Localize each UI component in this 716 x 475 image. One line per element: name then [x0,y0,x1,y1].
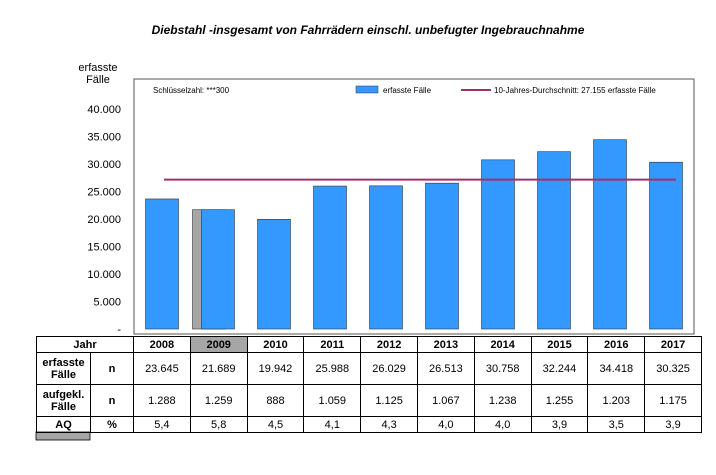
table-cell: 1.259 [189,384,248,417]
chart-title: Diebstahl -insgesamt von Fahrrädern eins… [152,23,585,37]
table-unit: n [90,384,134,417]
y-tick-label: 20.000 [87,214,121,226]
table-year-2010: 2010 [246,336,305,353]
table-cell: 30.758 [473,352,532,385]
table-cell: 26.029 [360,352,418,385]
table-cell: 30.325 [644,352,702,385]
table-row: erfasste Fälle n 23.645 21.689 19.942 25.988 26… [36,352,702,385]
y-tick-label: 30.000 [87,159,121,171]
table-cell: 1.059 [303,384,362,417]
table-cell: 1.067 [416,384,475,417]
table-row-label-line: Fälle [50,368,77,381]
bar-2013 [425,182,459,330]
table-cell: 4,0 [473,416,532,433]
table-cell: 19.942 [246,352,305,385]
table-cell: 34.418 [587,352,646,385]
table-row-label-line: Fälle [50,400,77,413]
y-tick-label: - [117,324,121,336]
bar-2014 [481,159,515,330]
bar-2009 [201,209,235,330]
table-header-label: Jahr [36,336,134,353]
table-row: aufgekl. Fälle n 1.288 1.259 888 1.059 1.125 1.0… [36,384,702,417]
table-year-2015: 2015 [530,336,589,353]
table-cell: 4,3 [360,416,418,433]
table-year-2012: 2012 [360,336,418,353]
table-unit: n [90,352,134,385]
table-cell: 4,1 [303,416,362,433]
table-year-2013: 2013 [416,336,475,353]
table-row-label: erfasste Fälle [36,352,91,385]
table-cell: 1.175 [644,384,702,417]
y-axis: - 5.000 10.000 15.000 20.000 25.000 30.000 35.0… [87,104,121,336]
table-cell: 21.689 [189,352,248,385]
y-tick-label: 15.000 [87,242,121,254]
key-note: Schlüsselzahl: ***300 [153,86,230,95]
table-year-2014: 2014 [473,336,532,353]
table-cell: 1.288 [133,384,191,417]
table-cell: 3,9 [530,416,589,433]
legend-bar-label: erfasste Fälle [383,86,432,95]
table-unit: % [90,416,134,433]
table-row-label-line: aufgekl. [42,388,85,401]
table-cell: 1.238 [473,384,532,417]
table-cell: 4,5 [246,416,305,433]
table-year-2011: 2011 [303,336,362,353]
bar-2010 [257,219,291,330]
table-cell: 1.125 [360,384,418,417]
y-tick-label: 35.000 [87,132,121,144]
legend-line-label: 10-Jahres-Durchschnitt: 27.155 erfasste … [494,86,656,95]
table-row-label-line: AQ [55,418,72,431]
table-cell: 888 [246,384,305,417]
table-row: AQ% 5,4 5,8 4,5 4,1 4,3 4,0 4,0 3,9 3,5 3,9 [36,416,702,433]
table-cell: 32.244 [530,352,589,385]
table-cell: 1.203 [587,384,646,417]
y-axis-label-line-1: erfasste [78,62,117,74]
table-cell: 3,5 [587,416,646,433]
bar-2017 [649,161,683,330]
table-cell: 5,4 [133,416,191,433]
legend-bar-swatch [355,85,379,94]
data-table: Jahr 2008 2009 2010 2011 2012 2013 2014 2015 201… [36,336,702,433]
y-tick-label: 25.000 [87,187,121,199]
table-cell: 26.513 [416,352,475,385]
table-header-row: Jahr 2008 2009 2010 2011 2012 2013 2014 2015 201… [36,336,702,353]
bar-2008 [145,198,179,330]
table-row-label: aufgekl. Fälle [36,384,91,417]
table-year-2016: 2016 [587,336,646,353]
table-row-label-line: erfasste [42,356,85,369]
table-cell: 3,9 [644,416,702,433]
table-year-2009: 2009 [189,336,248,353]
bar-2011 [313,185,347,330]
bar-2012 [369,185,403,330]
bars [145,139,683,330]
bar-2015 [537,151,571,330]
bar-2016 [593,139,627,330]
table-year-2017: 2017 [644,336,702,353]
y-tick-label: 40.000 [87,104,121,116]
table-cell: 25.988 [303,352,362,385]
table-footer-swatch [35,431,91,441]
table-cell: 23.645 [133,352,191,385]
y-tick-label: 10.000 [87,269,121,281]
y-tick-label: 5.000 [93,297,121,309]
table-cell: 1.255 [530,384,589,417]
table-cell: 5,8 [189,416,248,433]
table-year-2008: 2008 [133,336,191,353]
y-axis-label-line-2: Fälle [86,74,110,86]
table-cell: 4,0 [416,416,475,433]
table-row-label: AQ [36,416,91,433]
